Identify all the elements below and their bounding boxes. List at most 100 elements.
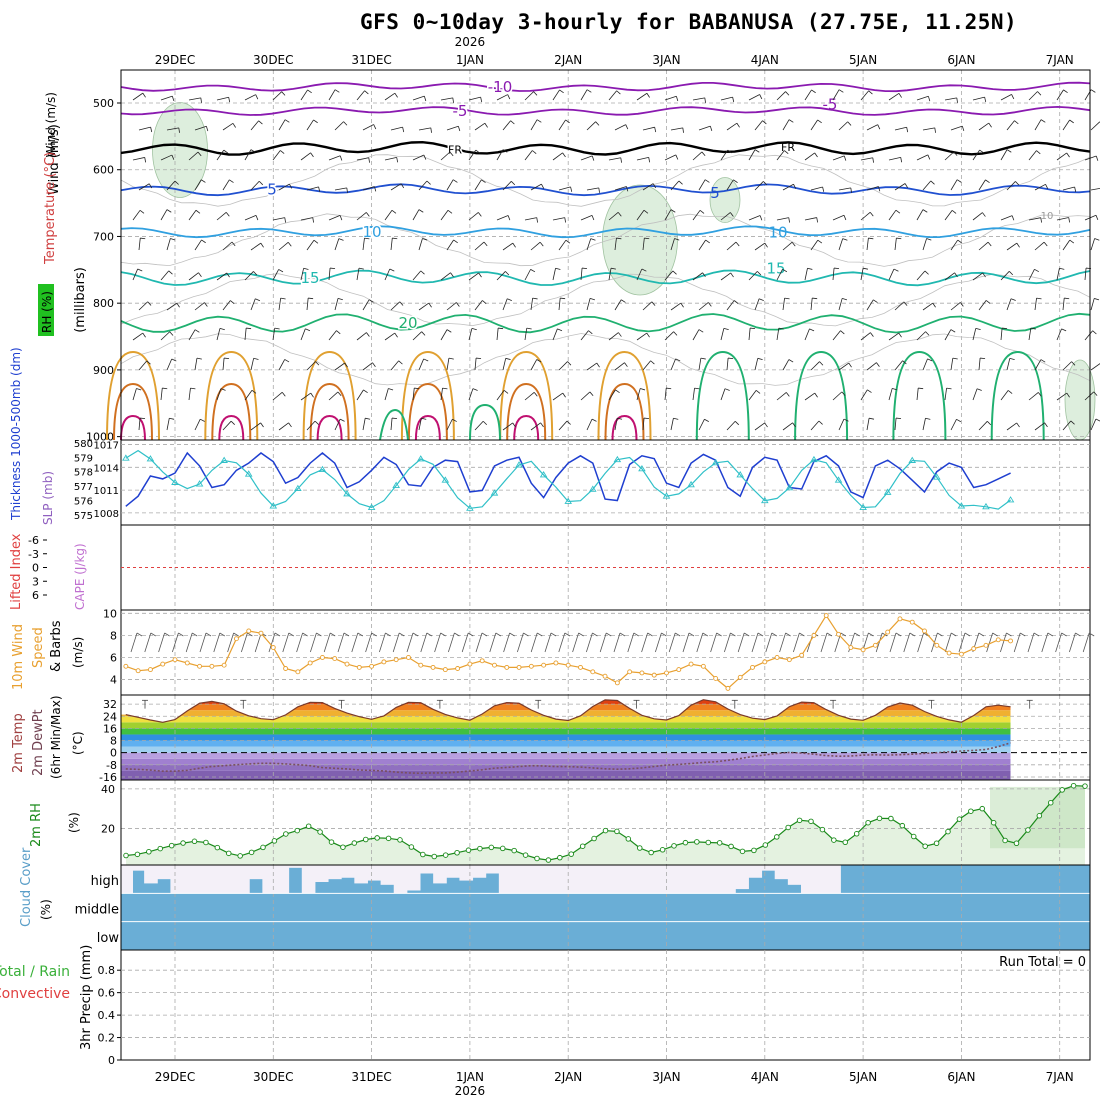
wind-barb-flag: [228, 97, 231, 103]
wind-barb: [446, 179, 454, 191]
wind-barb-flag: [171, 154, 175, 160]
rh-marker: [694, 839, 700, 845]
wind-barb-flag: [399, 301, 404, 306]
wind-barb: [782, 183, 794, 191]
rh-marker: [134, 851, 141, 858]
wind10m-barb-flag: [536, 632, 543, 637]
rh-marker: [500, 845, 506, 852]
wind10m-speed-marker: [995, 637, 1001, 643]
rh-marker: [785, 824, 791, 831]
temp-color-band: [121, 746, 1011, 753]
wind-barb-flag: [373, 124, 377, 130]
wind10m-barb-flag: [412, 632, 419, 637]
wind-barb: [1090, 363, 1100, 371]
wind-barb: [278, 298, 282, 311]
wind10m-barb: [751, 632, 759, 653]
wind-barb: [418, 180, 428, 191]
wind-barb: [978, 358, 981, 371]
wind-barb: [216, 328, 221, 341]
slp-marker: [761, 496, 769, 504]
upper-air-ylabel-temp: Temperature (°C): [43, 152, 58, 265]
wind-barb: [216, 388, 222, 401]
wind-barb: [244, 271, 254, 281]
wind-barb-flag: [646, 93, 650, 98]
wind-barb: [978, 300, 987, 311]
wind-barb-flag: [512, 422, 516, 428]
wind-barb-flag: [615, 389, 620, 393]
wind-barb-flag: [150, 127, 153, 133]
wind-barb-flag: [255, 298, 261, 302]
wind-barb: [328, 268, 331, 281]
wind-barb: [972, 272, 983, 281]
wind-barb-flag: [848, 362, 852, 368]
wind-barb-flag: [682, 127, 684, 133]
wind-barb-flag: [533, 91, 538, 96]
wind-barb: [278, 119, 286, 131]
wind-barb: [614, 124, 626, 131]
wind-barb-flag: [480, 97, 483, 103]
cloud-high-clear: [525, 865, 539, 894]
wind-barb-flag: [477, 212, 482, 217]
wind-barb: [692, 272, 703, 281]
bottom-date-label: 4JAN: [751, 1070, 779, 1084]
wind-barb: [726, 421, 736, 431]
wind-barb-flag: [200, 418, 205, 422]
wind10m-barb-flag: [523, 632, 529, 637]
wind-barb-flag: [307, 89, 312, 94]
wind-barb: [860, 157, 873, 161]
wind-barb-flag: [838, 89, 844, 93]
wind-barb: [776, 91, 786, 101]
wind-barb-flag: [224, 357, 230, 360]
wind-barb-flag: [732, 97, 735, 103]
wind10m-speed-marker: [258, 630, 264, 636]
wind-barb: [720, 212, 731, 221]
wind-barb: [558, 298, 561, 311]
wind-barb: [362, 124, 374, 131]
wind10m-barb: [944, 632, 952, 653]
wind-barb: [720, 328, 725, 341]
wind10m-speed-marker: [455, 666, 461, 671]
wind-barb: [664, 388, 667, 401]
wind-barb: [916, 209, 924, 221]
wind-barb-flag: [616, 90, 621, 95]
cloud-high-clear: [800, 865, 815, 894]
wind-barb-flag: [450, 272, 454, 278]
wind-barb-flag: [987, 421, 992, 426]
rh-marker: [442, 852, 449, 858]
wind-barb: [804, 152, 815, 161]
wind-barb-flag: [582, 267, 588, 270]
isotherm-label: -5: [823, 95, 838, 113]
wind-barb: [300, 328, 306, 341]
wind-barb-flag: [876, 362, 880, 367]
wind-barb-flag: [610, 267, 616, 270]
wind10m-speed-marker: [528, 663, 534, 669]
rh-marker: [465, 847, 472, 853]
wind10m-barb: [379, 632, 386, 653]
wind-barb-flag: [512, 242, 516, 248]
wind-barb: [496, 271, 506, 281]
rh-marker: [888, 815, 894, 822]
wind10m-speed-marker: [541, 662, 547, 668]
slp-tick-label: 1017: [94, 441, 119, 452]
wind-barb-flag: [250, 149, 256, 153]
wind-barb-flag: [447, 209, 453, 214]
wind-barb-flag: [195, 209, 201, 214]
wind10m-barb-flag: [564, 632, 571, 637]
wind-barb: [580, 155, 593, 161]
wind-barb: [776, 328, 780, 341]
wind-barb: [832, 214, 845, 221]
wind-barb-flag: [421, 417, 427, 420]
wind10m-barb-flag: [592, 632, 598, 637]
slp-tick-label: 1011: [94, 486, 119, 497]
wind-barb-flag: [418, 209, 424, 213]
wind-barb-flag: [807, 267, 813, 270]
wind10m-barb: [337, 632, 345, 653]
rh-marker: [774, 834, 780, 840]
wind-barb-flag: [898, 332, 902, 338]
isotherm-label: 15: [300, 269, 319, 287]
rh-marker: [853, 831, 860, 837]
wind-barb-flag: [253, 271, 258, 276]
rh-marker: [454, 849, 460, 856]
wind-barb-flag: [758, 298, 764, 301]
wind10m-tick-label: 4: [110, 674, 117, 687]
